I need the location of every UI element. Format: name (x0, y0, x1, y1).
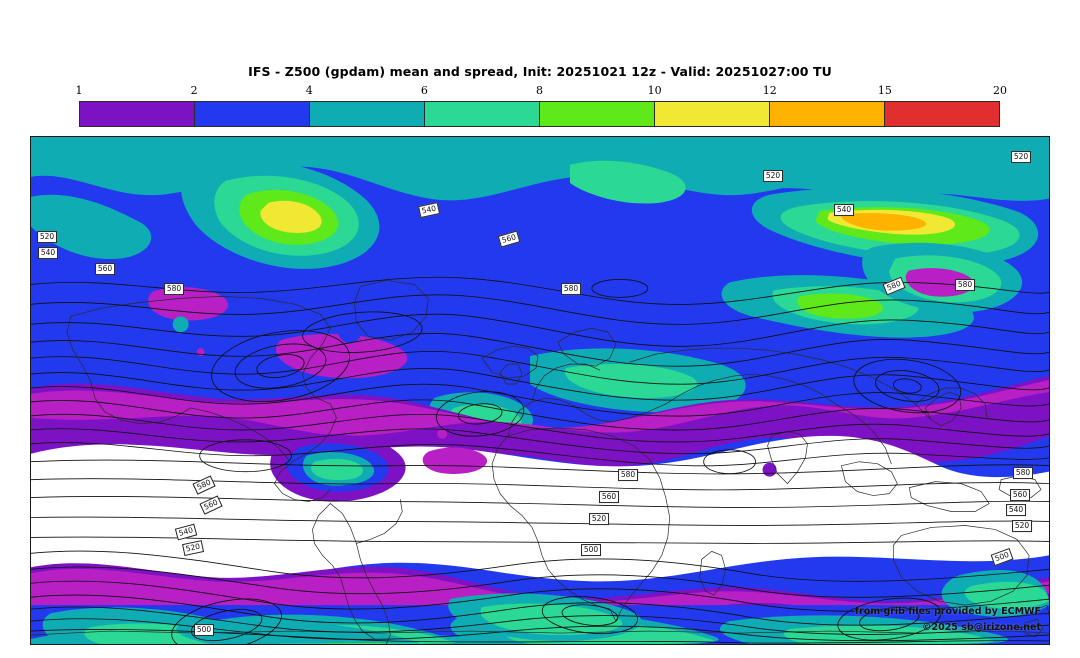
colorbar-segment-8 (885, 102, 999, 126)
colorbar-tick-labels: 1 2 4 6 8 10 12 15 20 (75, 84, 1008, 98)
spread-patch-blue-carib-dot (337, 324, 361, 344)
contour-label-560: 560 (1010, 489, 1030, 501)
attribution-source: from grib files provided by ECMWF (854, 606, 1041, 617)
spread-patch-teal-north-2 (629, 143, 1049, 201)
spread-patch-brightgreen-asia (797, 293, 883, 319)
colorbar-tick-2: 2 (190, 84, 198, 97)
contour-label-520: 520 (1011, 151, 1031, 163)
attribution-copyright: ©2025 sb@irizone.net (921, 622, 1041, 633)
contour-lines (31, 276, 1049, 644)
colorbar-tick-20: 20 (993, 84, 1007, 97)
colorbar-tick-4: 4 (305, 84, 313, 97)
map-panel: 520 540 560 580 540 560 580 520 540 520 580 580 580 5… (30, 136, 1050, 645)
colorbar: 1 2 4 6 8 10 12 15 20 (76, 84, 1007, 127)
contour-label-520: 520 (37, 231, 57, 243)
spread-patch-green-europe (565, 363, 698, 398)
spread-region-white-tropics-2 (31, 469, 1049, 584)
spread-patch-green-camerica (310, 458, 363, 481)
page-title: IFS - Z500 (gpdam) mean and spread, Init… (248, 64, 832, 79)
spread-patch-green-satl (480, 603, 623, 636)
spread-patch-magenta-north-band (31, 380, 1049, 436)
spread-patch-magenta-safr (422, 447, 488, 474)
colorbar-tick-6: 6 (420, 84, 428, 97)
contour-label-520: 520 (589, 513, 609, 525)
colorbar-segments (79, 101, 1000, 127)
colorbar-tick-12: 12 (762, 84, 777, 97)
colorbar-tick-8: 8 (536, 84, 543, 97)
spread-patch-yellow-npac (260, 200, 322, 234)
contour-label-560: 560 (95, 263, 115, 275)
colorbar-segment-4 (425, 102, 540, 126)
spread-dot-teal-1 (172, 316, 189, 333)
spread-dot-magenta-3 (762, 462, 777, 477)
spread-dot-magenta-2 (437, 428, 448, 439)
colorbar-tick-10: 10 (647, 84, 662, 97)
spread-patch-teal-sa-south (176, 619, 421, 644)
spread-patch-orange-wpac (841, 213, 927, 231)
spread-patch-teal-nw (31, 194, 152, 260)
contour-label-580: 580 (561, 283, 581, 295)
colorbar-tick-15: 15 (877, 84, 892, 97)
spread-patch-magenta-nwcanada (148, 287, 229, 321)
colorbar-segment-3 (310, 102, 425, 126)
contour-label-540: 540 (1006, 504, 1026, 516)
contour-label-520: 520 (763, 170, 783, 182)
colorbar-segment-2 (195, 102, 310, 126)
contour-label-520: 520 (1012, 520, 1032, 532)
colorbar-segment-1 (80, 102, 195, 126)
spread-patch-green-north-a (569, 160, 686, 204)
contour-label-580: 580 (164, 283, 184, 295)
map-canvas (31, 137, 1049, 644)
contour-label-580: 580 (618, 469, 638, 481)
contour-label-580: 580 (1013, 467, 1033, 479)
contour-label-560: 560 (599, 491, 619, 503)
colorbar-segment-6 (655, 102, 770, 126)
contour-label-580: 580 (955, 279, 975, 291)
colorbar-segment-7 (770, 102, 885, 126)
contour-label-500: 500 (194, 624, 214, 636)
contour-label-540: 540 (834, 204, 854, 216)
contour-label-500: 500 (581, 544, 601, 556)
colorbar-segment-5 (540, 102, 655, 126)
colorbar-tick-1: 1 (75, 84, 83, 97)
contour-label-540: 540 (38, 247, 58, 259)
